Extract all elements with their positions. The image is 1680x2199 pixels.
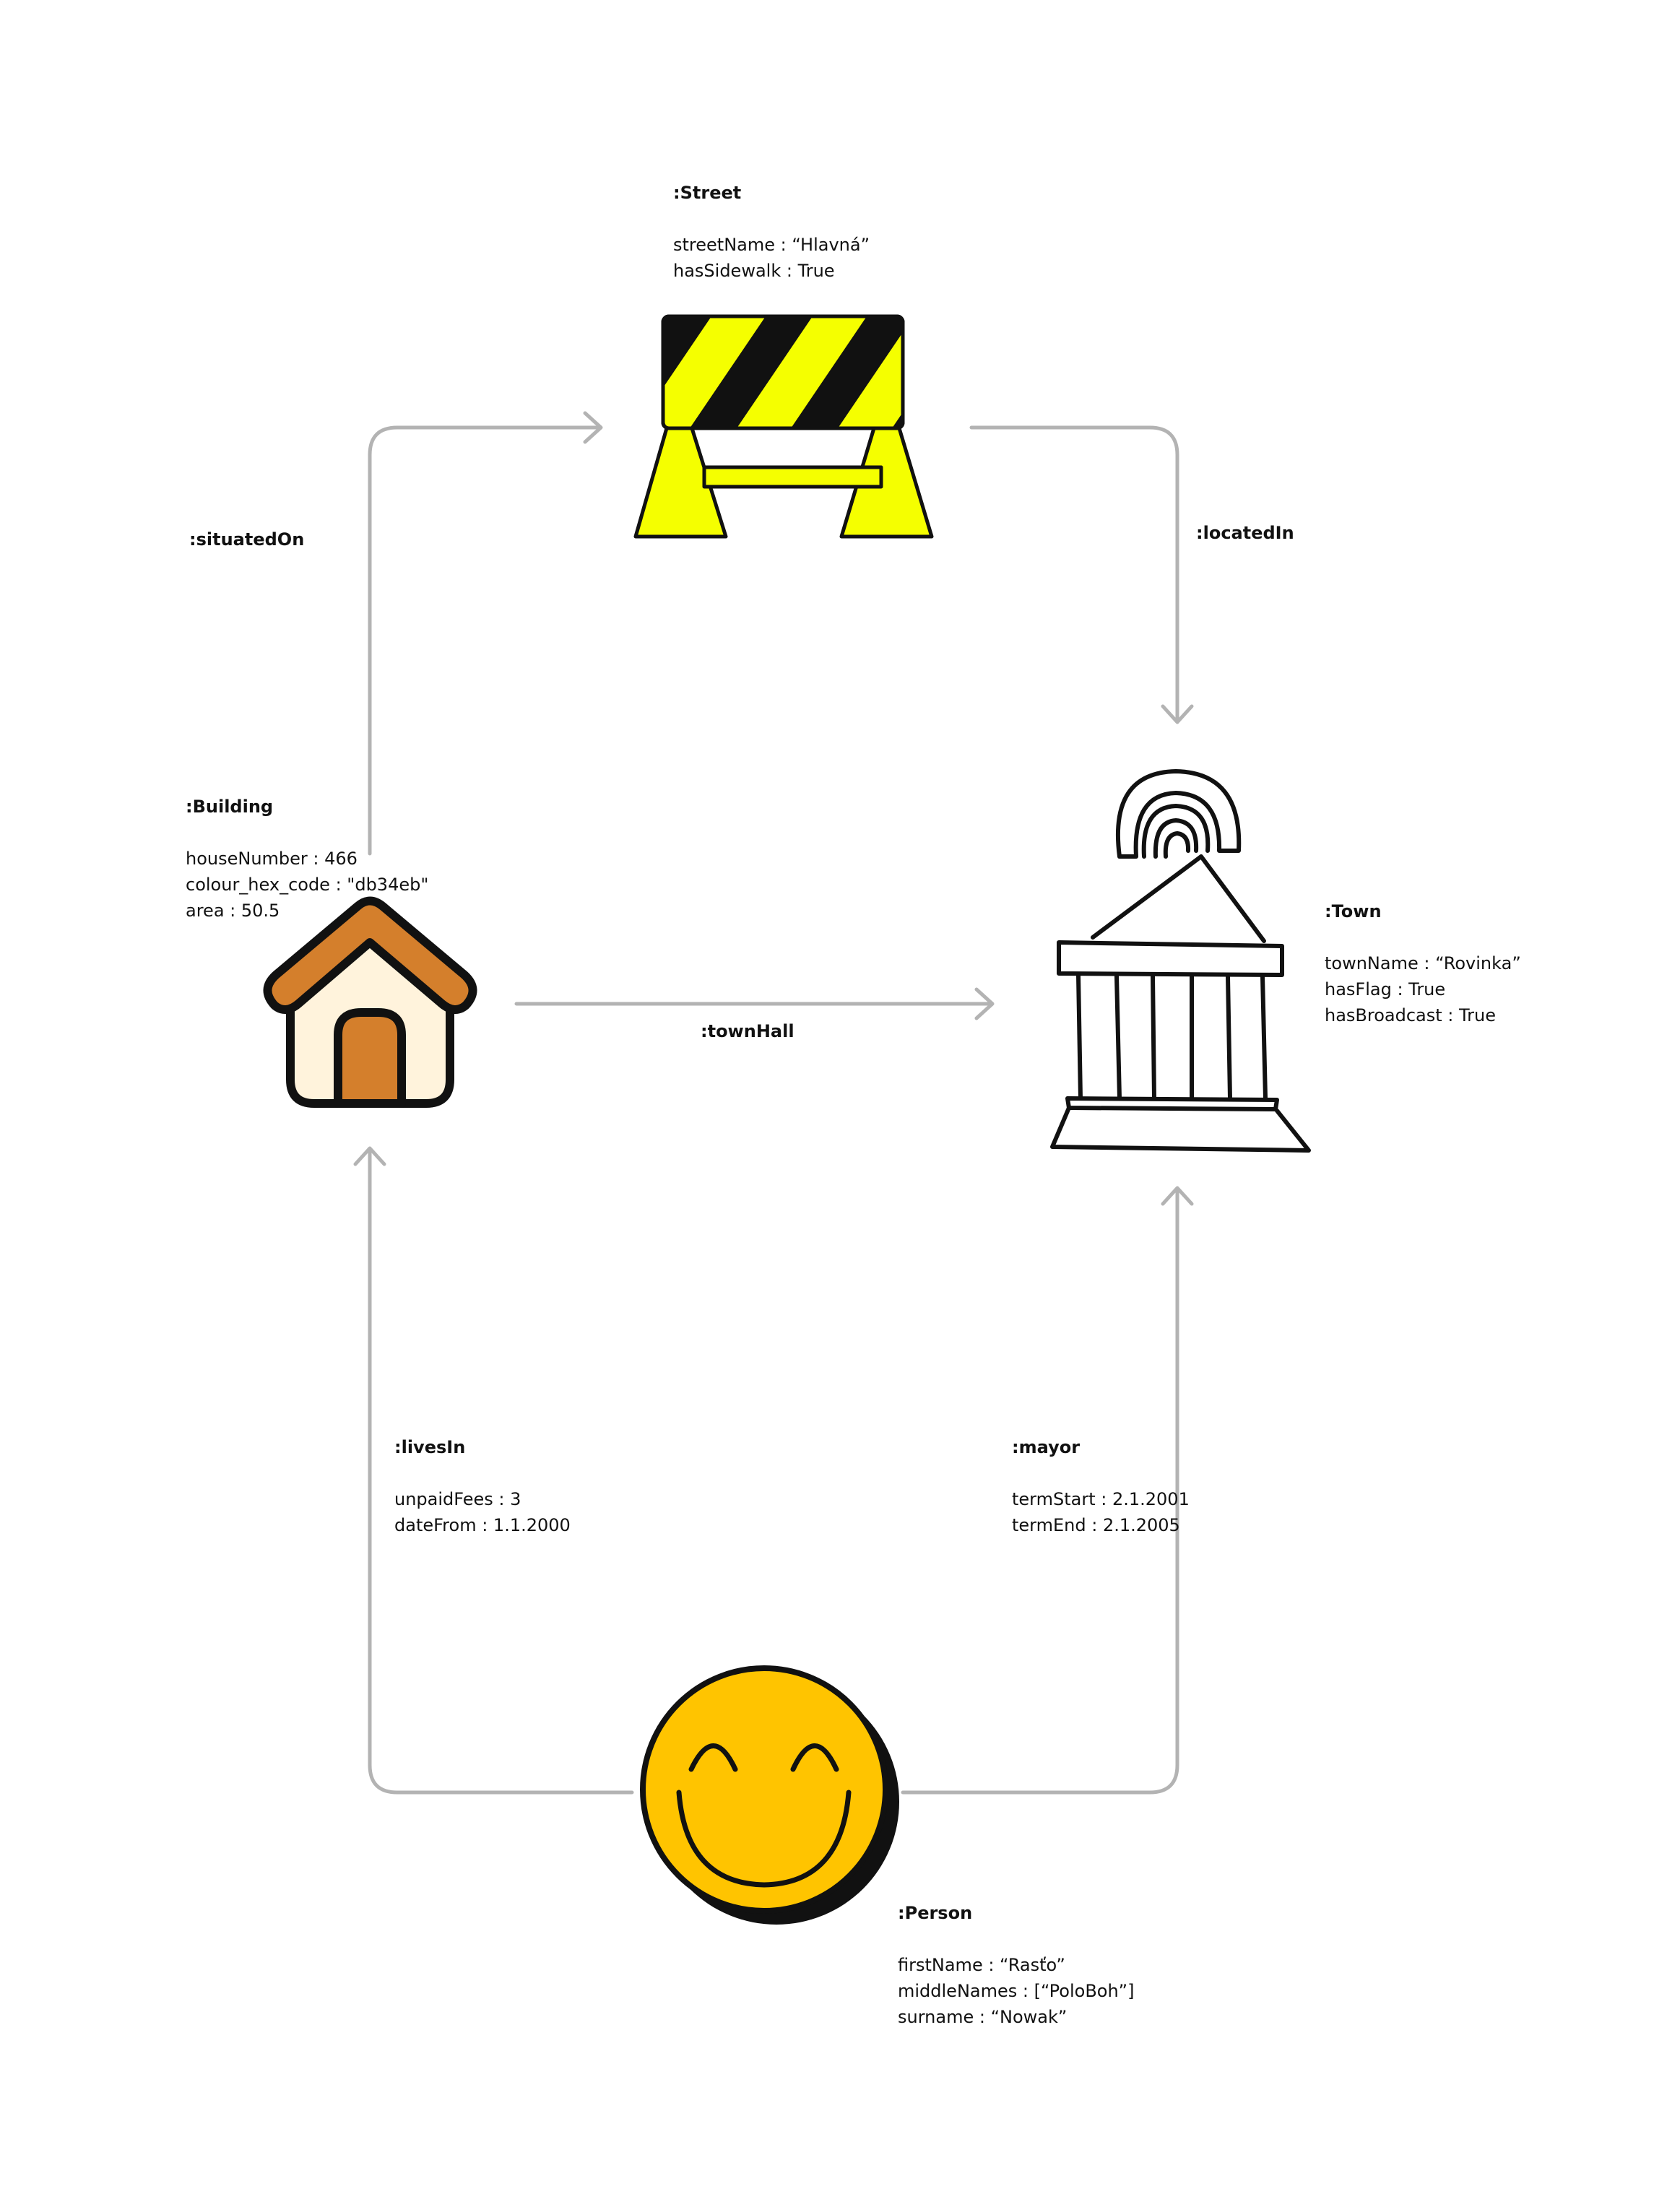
connectors: [353, 411, 1194, 1795]
lives-in-connector: [368, 1150, 634, 1795]
mayor-arrowhead: [1161, 1186, 1194, 1206]
person-attribute: firstName : “Rasťo”: [898, 1955, 1065, 1975]
town-attribute: hasBroadcast : True: [1325, 1005, 1496, 1025]
located-in-connector: [969, 425, 1179, 721]
located-in-label: :locatedIn: [1196, 523, 1294, 543]
smiley-face-icon: [640, 1665, 899, 1925]
situated-on-connector: [368, 425, 600, 856]
situated-on-label: :situatedOn: [189, 529, 305, 550]
street-title: :Street: [673, 183, 742, 203]
street-attribute: hasSidewalk : True: [673, 261, 835, 281]
building-attribute: houseNumber : 466: [186, 849, 358, 869]
town-attribute: townName : “Rovinka”: [1325, 953, 1521, 973]
person-node: :Person firstName : “Rasťo” middleNames …: [898, 1900, 1134, 2030]
town-hall-label: :townHall: [701, 1021, 794, 1041]
located-in-arrowhead: [1161, 704, 1194, 724]
lives-in-attribute: unpaidFees : 3: [394, 1489, 521, 1509]
house-icon: [263, 896, 477, 1108]
mayor-connector: [901, 1189, 1179, 1795]
building-attribute: colour_hex_code : "db34eb": [186, 875, 429, 895]
town-attribute: hasFlag : True: [1325, 979, 1446, 999]
lives-in-arrowhead: [353, 1146, 386, 1166]
lives-in-attribute: dateFrom : 1.1.2000: [394, 1515, 571, 1535]
street-attribute: streetName : “Hlavná”: [673, 235, 870, 255]
mayor-attribute: termEnd : 2.1.2005: [1012, 1515, 1180, 1535]
road-barrier-icon: [633, 314, 934, 539]
town-hall-arrowhead: [974, 987, 995, 1020]
building-node: :Building houseNumber : 466 colour_hex_c…: [186, 794, 428, 924]
street-node: :Street streetName : “Hlavná” hasSidewal…: [673, 180, 870, 284]
person-attribute: middleNames : [“PoloBoh”]: [898, 1981, 1135, 2001]
town-hall-icon: [1050, 769, 1311, 1153]
person-title: :Person: [898, 1903, 973, 1923]
mayor-label: :mayor: [1012, 1437, 1081, 1457]
building-title: :Building: [186, 797, 274, 817]
town-title: :Town: [1325, 901, 1382, 921]
person-attribute: surname : “Nowak”: [898, 2007, 1068, 2027]
building-attribute: area : 50.5: [186, 901, 280, 921]
lives-in-edge: :livesIn unpaidFees : 3 dateFrom : 1.1.2…: [394, 1434, 571, 1538]
town-node: :Town townName : “Rovinka” hasFlag : Tru…: [1325, 898, 1521, 1028]
situated-on-arrowhead: [583, 411, 603, 444]
mayor-attribute: termStart : 2.1.2001: [1012, 1489, 1190, 1509]
lives-in-label: :livesIn: [394, 1437, 466, 1457]
mayor-edge: :mayor termStart : 2.1.2001 termEnd : 2.…: [1012, 1434, 1190, 1538]
